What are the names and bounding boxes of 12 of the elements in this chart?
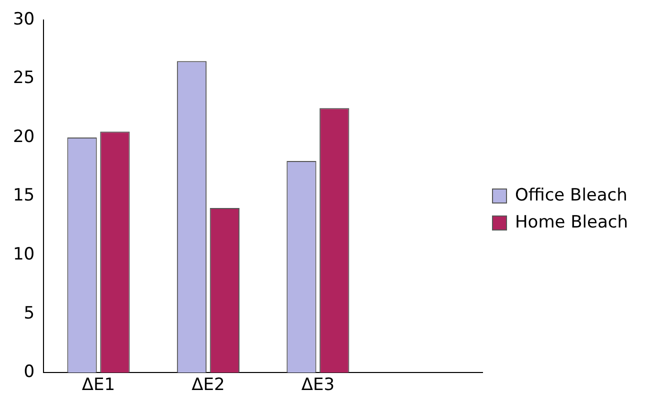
x-tick-label: ΔE3 <box>301 375 335 396</box>
y-tick-label: 10 <box>12 244 35 264</box>
y-tick-label: 15 <box>12 186 35 206</box>
x-tick-label: ΔE2 <box>192 375 225 396</box>
legend-label: Office Bleach <box>515 185 628 206</box>
x-tick-label: ΔE1 <box>82 375 116 396</box>
y-tick-label: 25 <box>12 68 35 88</box>
y-tick-label: 5 <box>24 303 35 324</box>
y-tick-label: 20 <box>12 126 35 147</box>
y-tick-label: 0 <box>24 362 35 382</box>
y-tick-label: 30 <box>12 9 35 30</box>
legend-label: Home Bleach <box>515 212 628 232</box>
